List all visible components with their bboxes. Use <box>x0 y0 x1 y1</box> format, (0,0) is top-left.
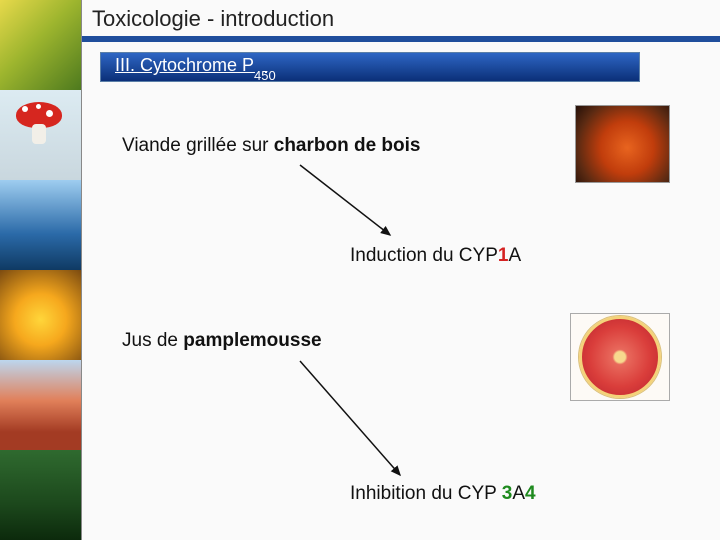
section-label: III. Cytochrome P450 <box>115 55 276 79</box>
thumb-mountain <box>0 360 82 450</box>
thumb-flowers <box>0 0 82 90</box>
content-area: Viande grillée sur charbon de bois Induc… <box>100 95 700 540</box>
thumb-forest <box>0 450 82 540</box>
sidebar-thumbnails <box>0 0 82 540</box>
arrow-juice-to-inhibition <box>100 95 700 515</box>
title-text: Toxicologie - introduction <box>92 6 334 31</box>
page-title: Toxicologie - introduction <box>82 0 720 42</box>
thumb-lake <box>0 180 82 270</box>
section-bar: III. Cytochrome P450 <box>100 52 640 82</box>
thumb-sunflower <box>0 270 82 360</box>
text-inhibition-cyp3a4: Inhibition du CYP 3A4 <box>350 483 536 505</box>
thumb-mushroom <box>0 90 82 180</box>
